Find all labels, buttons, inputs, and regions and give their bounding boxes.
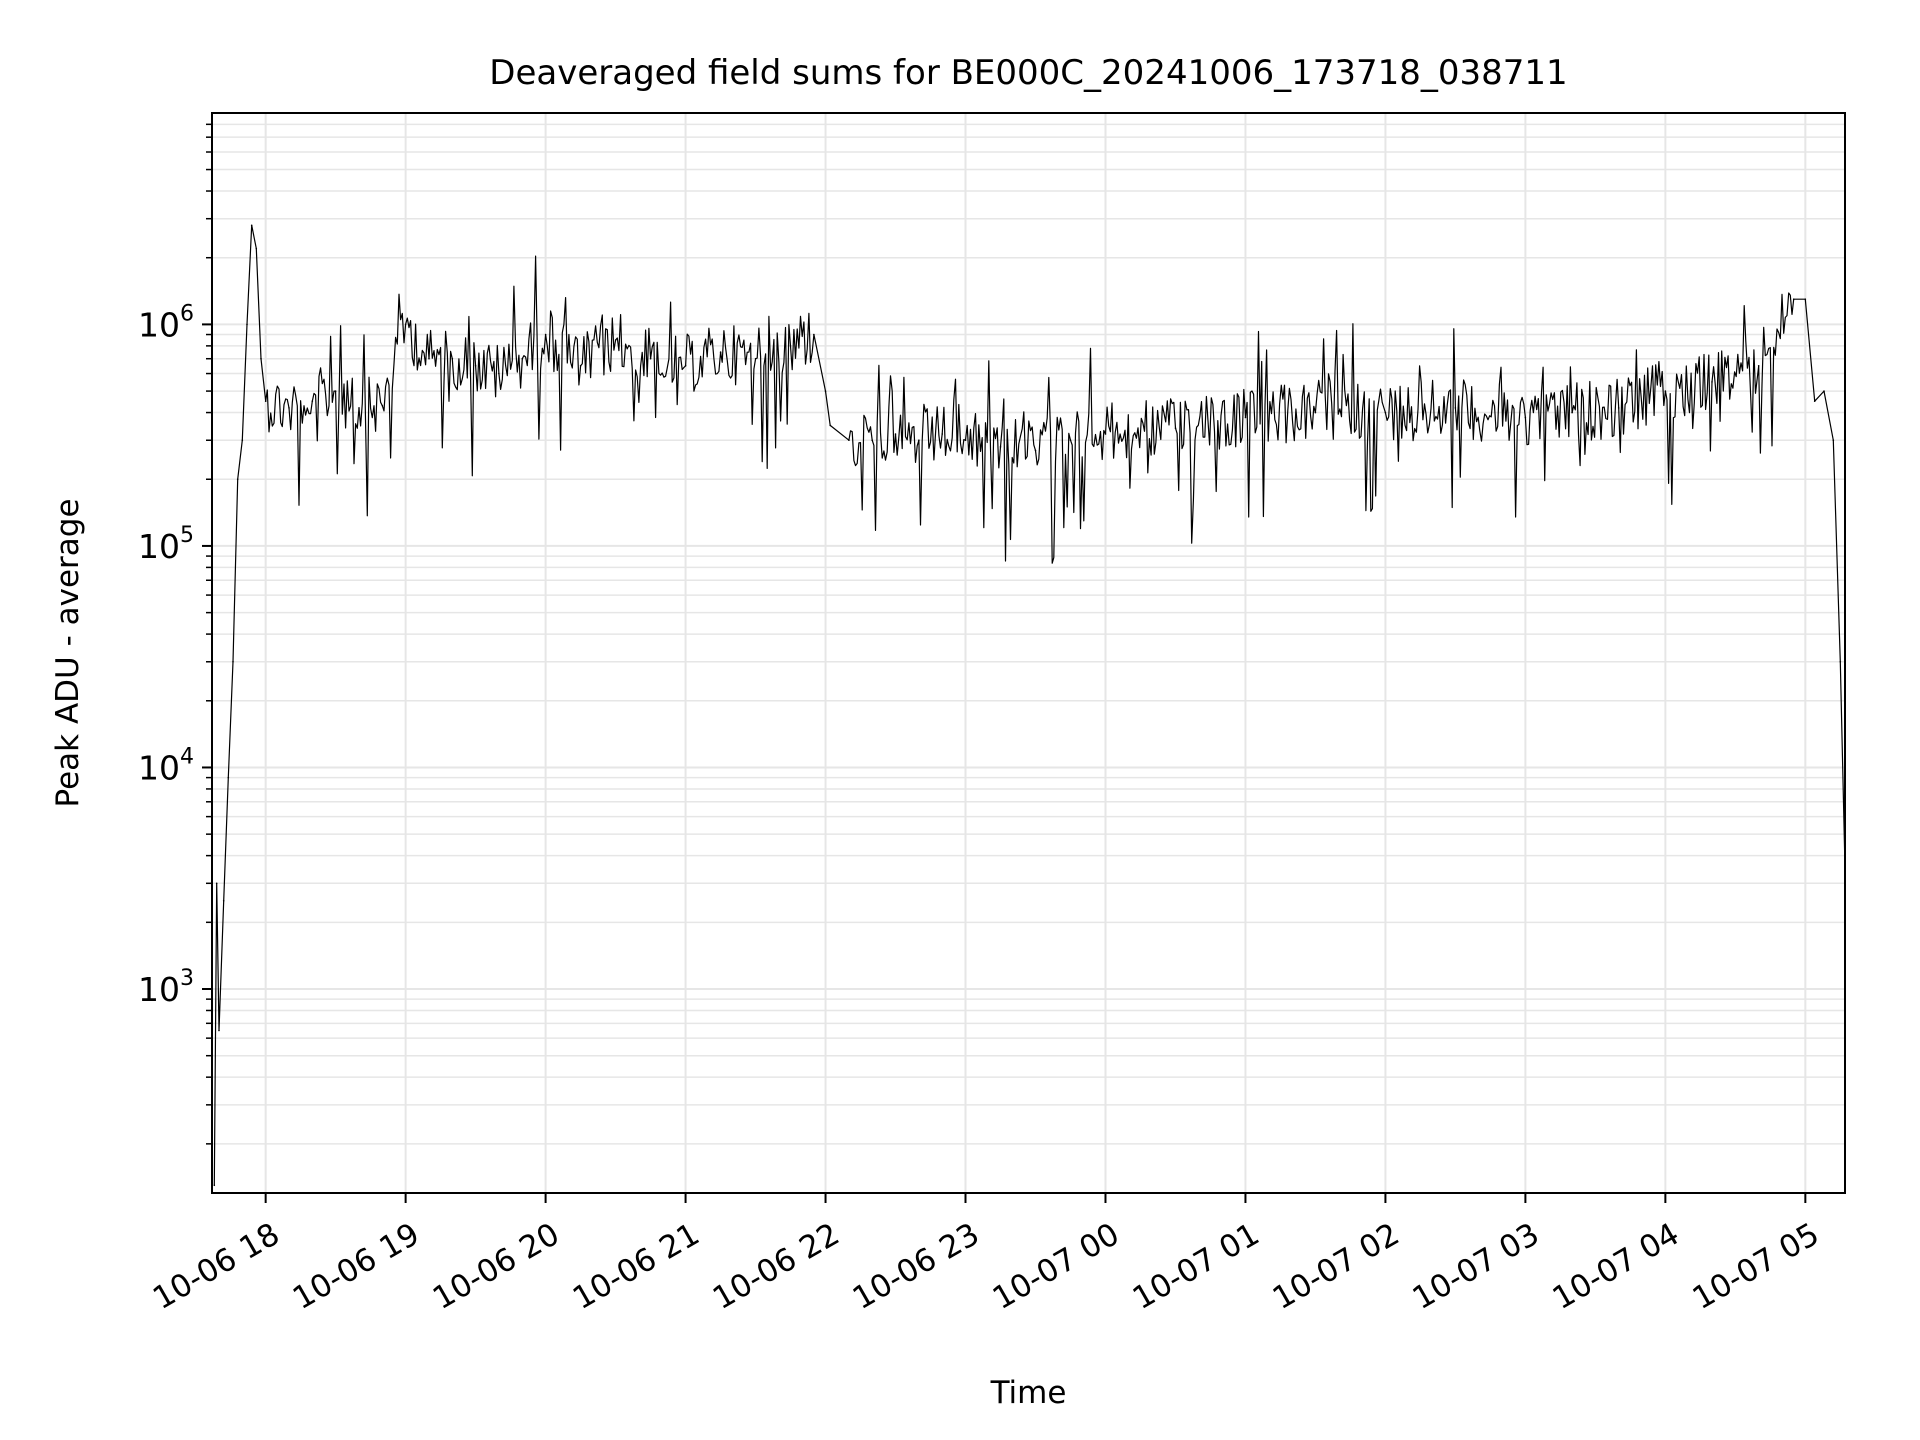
- data-point: [521, 357, 524, 360]
- data-point: [474, 365, 477, 367]
- data-point: [1664, 390, 1667, 392]
- data-point: [404, 323, 407, 326]
- y-tick-label-base: 10: [138, 305, 180, 344]
- data-point: [1792, 298, 1795, 301]
- data-point: [451, 357, 454, 360]
- data-point: [222, 900, 225, 902]
- y-tick-label: 105: [138, 523, 194, 566]
- data-point: [754, 357, 757, 360]
- data-point: [894, 433, 897, 435]
- chart-title: Deaveraged field sums for BE000C_2024100…: [489, 53, 1567, 93]
- data-point: [1454, 407, 1457, 409]
- y-tick-label: 103: [138, 966, 194, 1009]
- data-point: [824, 390, 827, 392]
- data-point: [829, 424, 831, 427]
- data-point: [498, 372, 500, 375]
- data-point: [334, 390, 337, 392]
- x-axis-label: Time: [990, 1375, 1067, 1411]
- data-point: [1314, 411, 1317, 414]
- data-point: [213, 1184, 216, 1187]
- grid: [212, 113, 1845, 1193]
- data-point: [1813, 400, 1816, 403]
- data-point: [579, 365, 582, 367]
- y-tick-label-base: 10: [138, 970, 180, 1009]
- data-point: [250, 224, 253, 227]
- y-tick-label-base: 10: [138, 527, 180, 566]
- data-point: [241, 439, 244, 442]
- data-point: [918, 439, 920, 442]
- data-point: [288, 407, 290, 409]
- data-point: [941, 433, 943, 435]
- data-point: [1757, 365, 1760, 367]
- data-point: [1823, 390, 1825, 392]
- data-point: [1524, 416, 1527, 419]
- data-point: [1034, 449, 1037, 452]
- data-point: [544, 333, 547, 336]
- data-point: [1832, 439, 1835, 442]
- data-point: [1244, 416, 1247, 419]
- data-point: [614, 339, 617, 341]
- data-point: [1571, 411, 1573, 414]
- data-point: [428, 357, 430, 360]
- y-tick-label: 106: [138, 301, 194, 344]
- data-point: [227, 776, 230, 779]
- data-point: [215, 882, 218, 885]
- data-point: [232, 661, 234, 663]
- data-point: [1711, 381, 1713, 383]
- data-point: [1104, 433, 1107, 435]
- data-point: [260, 357, 262, 360]
- y-tick-label-exponent: 5: [180, 523, 194, 548]
- data-point: [999, 446, 1002, 448]
- data-point: [236, 478, 239, 481]
- y-tick-label-exponent: 3: [180, 966, 194, 991]
- data-point: [1174, 427, 1177, 430]
- y-axis-label: Peak ADU - average: [50, 498, 86, 807]
- data-point: [1617, 407, 1620, 409]
- data-point: [1384, 411, 1387, 414]
- data-point: [381, 404, 384, 407]
- series-layer: [213, 224, 1846, 1187]
- plot-frame: [211, 112, 1846, 1194]
- y-tick-label-base: 10: [138, 748, 180, 787]
- y-tick-label-exponent: 6: [180, 301, 194, 326]
- data-point: [358, 407, 360, 409]
- data-point: [848, 439, 850, 442]
- data-point: [871, 439, 873, 442]
- y-tick-label-exponent: 4: [180, 744, 194, 769]
- data-point: [813, 333, 815, 336]
- data-point: [964, 439, 967, 442]
- data-point: [789, 345, 792, 347]
- data-point: [649, 357, 652, 360]
- data-point: [1804, 298, 1807, 301]
- y-tick-label: 104: [138, 744, 194, 787]
- data-point: [246, 323, 248, 326]
- data-point: [1839, 661, 1842, 663]
- data-point: [255, 247, 258, 250]
- data-point: [719, 351, 722, 353]
- data-point: [264, 400, 267, 403]
- data-point: [1069, 439, 1072, 442]
- series-line: [213, 224, 1846, 1186]
- data-point: [218, 1029, 220, 1032]
- data-point: [311, 400, 314, 403]
- data-point: [684, 365, 687, 367]
